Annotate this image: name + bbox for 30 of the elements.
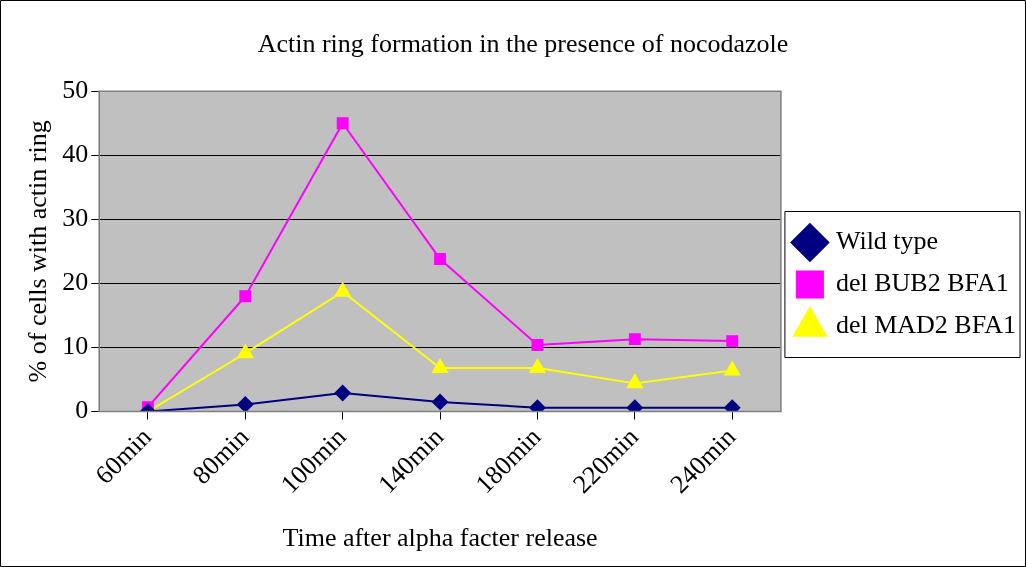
point — [626, 399, 643, 412]
point — [628, 333, 641, 346]
legend-label: del MAD2 BFA1 — [835, 310, 1017, 340]
x-axis-title: Time after alpha facter release — [282, 523, 598, 553]
legend-label: del BUB2 BFA1 — [835, 268, 1009, 298]
point — [724, 399, 741, 412]
point — [434, 253, 447, 266]
legend-label: Wild type — [835, 226, 939, 256]
point — [726, 335, 739, 348]
point — [336, 117, 349, 130]
y-axis-title: % of cells with actin ring — [23, 120, 53, 383]
chart-title: Actin ring formation in the presence of nocodazole — [257, 29, 789, 59]
y-tick-label: 0 — [75, 395, 89, 425]
y-tick-label: 50 — [62, 75, 89, 105]
point — [237, 344, 254, 359]
point — [724, 361, 741, 376]
point — [334, 282, 351, 297]
point — [239, 290, 252, 303]
y-tick-label: 10 — [62, 331, 89, 361]
point — [529, 399, 546, 412]
point — [531, 338, 544, 351]
point — [432, 358, 448, 373]
y-tick-label: 30 — [62, 203, 89, 233]
point — [626, 374, 643, 389]
y-tick-label: 20 — [62, 267, 89, 297]
y-tick-label: 40 — [62, 139, 89, 169]
point — [432, 393, 449, 410]
point — [237, 396, 254, 412]
point — [529, 358, 546, 373]
point — [334, 384, 351, 401]
